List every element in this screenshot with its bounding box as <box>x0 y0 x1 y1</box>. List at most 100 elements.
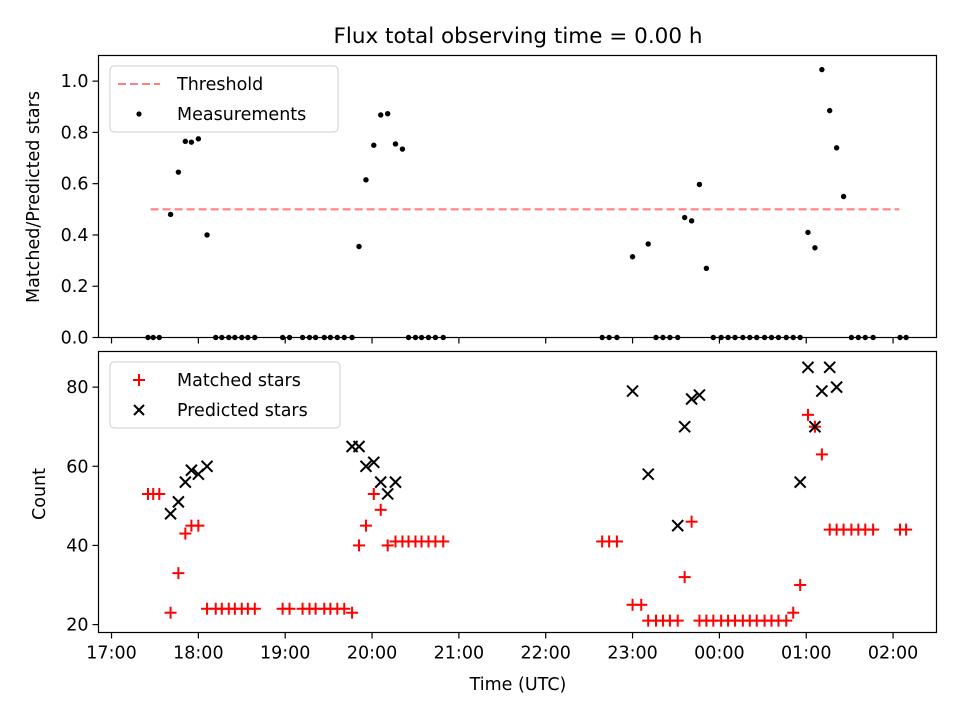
matched-star-point <box>794 579 807 592</box>
x-tick-label: 23:00 <box>607 644 657 664</box>
predicted-star-point <box>367 456 380 469</box>
matched-star-point <box>610 535 623 548</box>
matched-star-point <box>374 503 387 516</box>
legend-predicted-swatch <box>133 404 145 416</box>
top-plot-frame <box>97 54 938 339</box>
count-panel: Count Time (UTC) 20 40 60 80 17:00 18:00 19:00… <box>30 350 938 695</box>
legend-measurements-swatch <box>136 111 142 117</box>
measurement-point <box>681 214 688 221</box>
measurement-point <box>371 142 377 148</box>
measurement-point <box>378 112 384 118</box>
predicted-star-point <box>626 384 639 398</box>
matched-star-point <box>164 606 177 619</box>
chart-title: Flux total observing time = 0.00 h <box>334 24 703 49</box>
x-tick-label: 22:00 <box>521 644 571 664</box>
measurement-point <box>384 110 391 117</box>
predicted-star-point <box>641 467 655 481</box>
measurement-point <box>392 141 399 147</box>
y-tick-label: 60 <box>66 457 88 477</box>
x-tick-label: 21:00 <box>434 644 484 664</box>
measurement-point <box>356 243 362 250</box>
y-tick-label: 0.2 <box>61 277 89 297</box>
matched-star-point <box>283 602 296 615</box>
predicted-star-point <box>823 361 836 374</box>
matched-star-point <box>346 606 359 619</box>
measurement-point <box>188 139 195 145</box>
matched-star-point <box>685 515 698 528</box>
matched-star-point <box>172 567 185 580</box>
x-tick-label: 18:00 <box>173 644 223 664</box>
measurement-point <box>629 254 636 260</box>
predicted-star-point <box>793 475 807 489</box>
x-tick-label: 17:00 <box>86 644 136 664</box>
measurement-point <box>833 145 840 151</box>
bottom-y-axis-label: Count <box>30 468 50 520</box>
x-tick-label: 02:00 <box>868 644 918 664</box>
matched-star-point <box>359 519 372 532</box>
top-y-axis-label: Matched/Predicted stars <box>24 91 44 303</box>
flux-ratio-panel: Flux total observing time = 0.00 h Match… <box>24 24 938 349</box>
legend-predicted-label: Predicted stars <box>177 401 308 421</box>
y-tick-label: 80 <box>66 378 88 398</box>
x-tick-label: 01:00 <box>781 644 831 664</box>
legend-matched-label: Matched stars <box>177 371 301 391</box>
matched-star-point <box>780 614 793 627</box>
measurement-point <box>703 265 710 271</box>
predicted-star-point <box>693 388 706 402</box>
matched-star-point <box>867 523 880 536</box>
measurement-point <box>204 232 210 238</box>
predicted-star-point <box>808 420 822 433</box>
predicted-star-point <box>381 487 394 501</box>
predicted-star-point <box>359 460 373 473</box>
matched-star-point <box>179 527 192 540</box>
predicted-star-point <box>389 475 402 489</box>
matched-star-point <box>153 487 166 500</box>
matched-star-point <box>900 523 913 536</box>
measurement-point <box>363 177 369 183</box>
matched-star-point <box>678 571 691 584</box>
matched-star-point <box>338 602 351 615</box>
measurement-point <box>645 241 651 247</box>
matched-star-point <box>353 539 366 552</box>
predicted-star-point <box>685 392 698 406</box>
matched-star-point <box>815 448 828 461</box>
bottom-plot-frame <box>97 350 938 634</box>
top-legend: Threshold Measurements <box>109 65 339 133</box>
x-axis-label: Time (UTC) <box>469 675 567 695</box>
legend-matched-swatch <box>133 374 145 386</box>
matched-star-point <box>367 487 380 500</box>
x-tick-label: 20:00 <box>347 644 397 664</box>
predicted-star-point <box>200 460 214 473</box>
y-tick-label: 0.6 <box>61 175 89 195</box>
matched-star-point <box>248 602 261 615</box>
predicted-star-point <box>801 361 815 374</box>
predicted-star-point <box>179 475 192 489</box>
measurement-point <box>696 181 703 188</box>
predicted-star-point <box>352 440 366 453</box>
y-tick-label: 20 <box>66 616 88 636</box>
measurement-point <box>840 193 847 200</box>
matched-star-point <box>381 539 394 552</box>
matched-star-point <box>635 598 648 611</box>
x-tick-label: 00:00 <box>694 644 744 664</box>
measurement-point <box>688 218 695 224</box>
predicted-star-point <box>185 464 198 477</box>
measurement-point <box>819 66 825 73</box>
predicted-star-point <box>678 420 691 433</box>
matched-star-point <box>671 614 684 627</box>
measurement-point <box>812 245 818 251</box>
measurement-point <box>175 169 182 175</box>
y-tick-label: 0.8 <box>61 123 89 143</box>
measurement-point <box>399 146 406 152</box>
measurement-point <box>195 136 202 142</box>
predicted-star-point <box>671 519 684 532</box>
x-tick-label: 19:00 <box>260 644 310 664</box>
measurement-point <box>167 211 174 218</box>
y-tick-label: 1.0 <box>61 72 89 92</box>
measurement-point <box>182 138 189 145</box>
predicted-star-point <box>164 507 177 520</box>
predicted-star-point <box>815 384 829 398</box>
legend-threshold-label: Threshold <box>176 75 263 95</box>
matched-star-point <box>787 606 800 619</box>
y-tick-label: 40 <box>66 536 88 556</box>
